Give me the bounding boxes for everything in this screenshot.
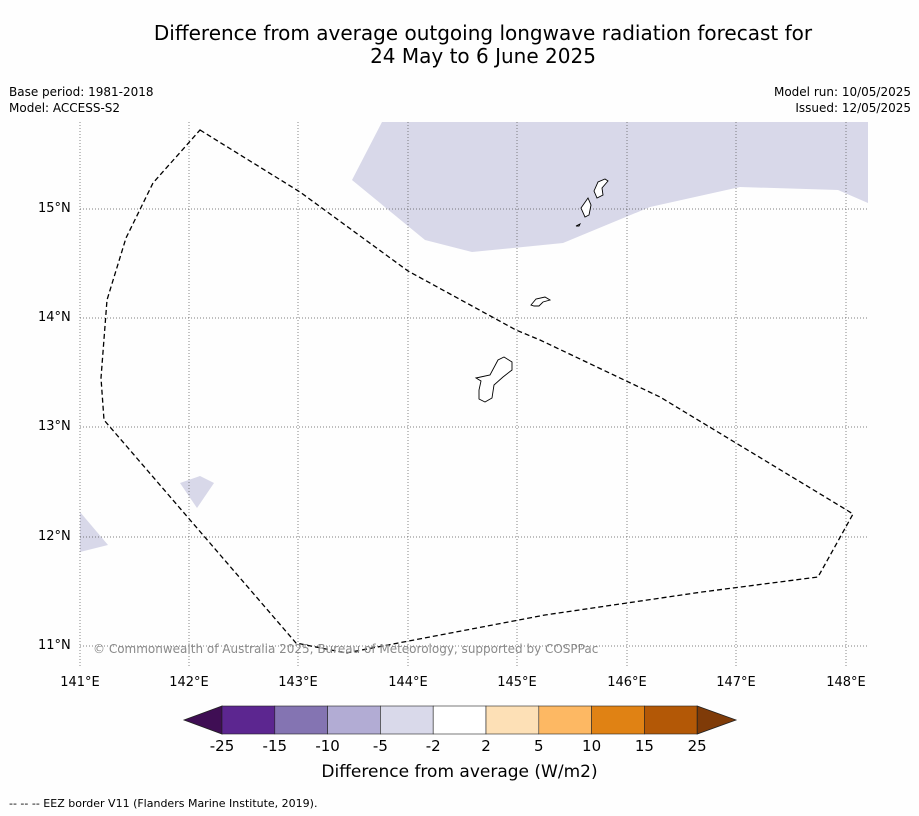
island-tinian: [580, 197, 592, 218]
longitude-label: 148°E: [826, 675, 866, 690]
colorbar: [182, 705, 738, 735]
meta-left: Base period: 1981-2018 Model: ACCESS-S2: [9, 84, 154, 116]
colorbar-tick-label: 25: [687, 737, 707, 755]
colorbar-arrow-high: [696, 705, 738, 735]
colorbar-segment: [538, 705, 592, 735]
colorbar-segment: [221, 705, 276, 735]
meta-right: Model run: 10/05/2025 Issued: 12/05/2025: [774, 84, 911, 116]
colorbar-tick-label: -15: [262, 737, 288, 755]
colorbar-segment: [591, 705, 645, 735]
colorbar-label: Difference from average (W/m2): [321, 762, 598, 782]
anomaly-shading: [80, 122, 868, 552]
model-run: Model run: 10/05/2025: [773, 85, 911, 99]
anomaly-region-north: [352, 122, 868, 252]
colorbar-segment: [485, 705, 540, 735]
map-title: Difference from average outgoing longwav…: [0, 22, 919, 68]
colorbar-segment: [327, 705, 381, 735]
issued-date: Issued: 12/05/2025: [795, 101, 911, 115]
anomaly-region-west-edge: [80, 512, 108, 552]
longitude-label: 144°E: [388, 675, 428, 690]
colorbar-tick-label: -5: [372, 737, 388, 755]
longitude-label: 143°E: [278, 675, 318, 690]
longitude-label: 147°E: [716, 675, 756, 690]
longitude-label: 141°E: [60, 675, 100, 690]
model-name: Model: ACCESS-S2: [9, 101, 121, 115]
colorbar-segment: [380, 705, 434, 735]
colorbar-tick-label: 10: [582, 737, 602, 755]
island-aguijan: [575, 222, 582, 227]
latitude-label: 13°N: [38, 419, 71, 434]
island-rota: [530, 296, 552, 307]
colorbar-segment: [274, 705, 328, 735]
title-line-1: Difference from average outgoing longwav…: [153, 21, 813, 45]
colorbar-tick-label: 5: [534, 737, 544, 755]
eez-footnote: -- -- -- EEZ border V11 (Flanders Marine…: [9, 797, 318, 810]
longitude-label: 145°E: [497, 675, 537, 690]
anomaly-region-west-small: [180, 476, 214, 508]
longitude-label: 146°E: [607, 675, 647, 690]
colorbar-segment: [432, 705, 487, 735]
islands: [474, 178, 609, 403]
latitude-label: 15°N: [38, 201, 71, 216]
title-line-2: 24 May to 6 June 2025: [370, 44, 596, 68]
base-period: Base period: 1981-2018: [9, 85, 154, 99]
colorbar-segment: [644, 705, 698, 735]
colorbar-tick-label: -10: [315, 737, 340, 755]
longitude-label: 142°E: [169, 675, 209, 690]
latitude-label: 14°N: [38, 310, 71, 325]
island-guam: [474, 356, 513, 403]
latitude-label: 12°N: [38, 529, 71, 544]
island-saipan: [593, 178, 609, 199]
copyright-text: © Commonwealth of Australia 2025, Bureau…: [93, 642, 599, 656]
colorbar-tick-label: 15: [634, 737, 654, 755]
eez-border: [100, 129, 854, 654]
colorbar-arrow-low: [182, 705, 223, 735]
colorbar-tick-label: -25: [209, 737, 235, 755]
gridlines: [79, 122, 868, 666]
latitude-label: 11°N: [38, 638, 71, 653]
colorbar-tick-label: 2: [481, 737, 491, 755]
colorbar-tick-label: -2: [425, 737, 441, 755]
